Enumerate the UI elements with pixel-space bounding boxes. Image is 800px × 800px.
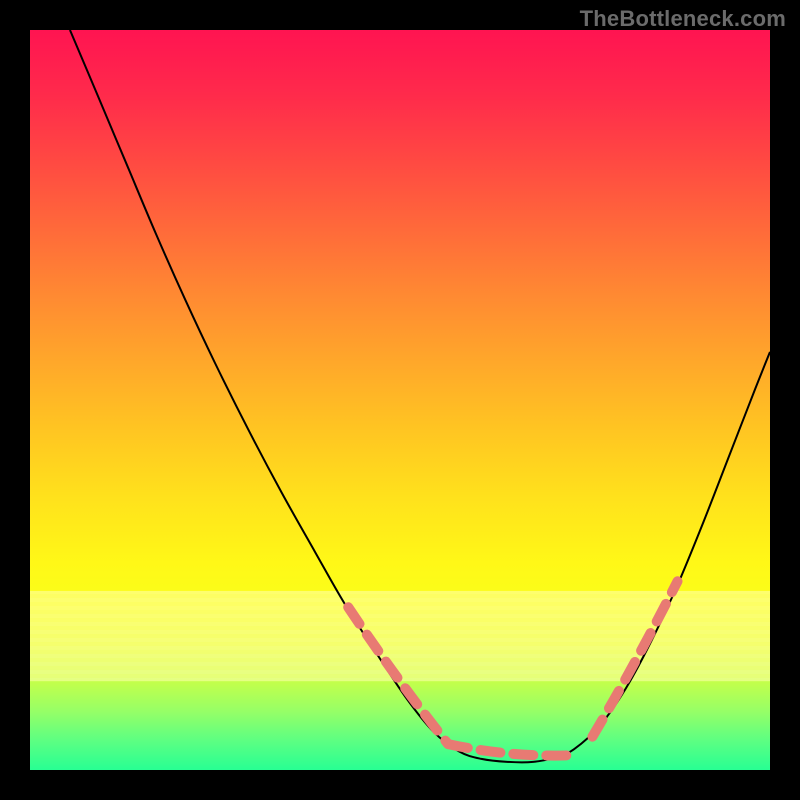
watermark-text: TheBottleneck.com (580, 6, 786, 32)
chart-svg (30, 30, 770, 770)
stage: TheBottleneck.com (0, 0, 800, 800)
pale-band (30, 591, 770, 681)
plot-area (30, 30, 770, 770)
